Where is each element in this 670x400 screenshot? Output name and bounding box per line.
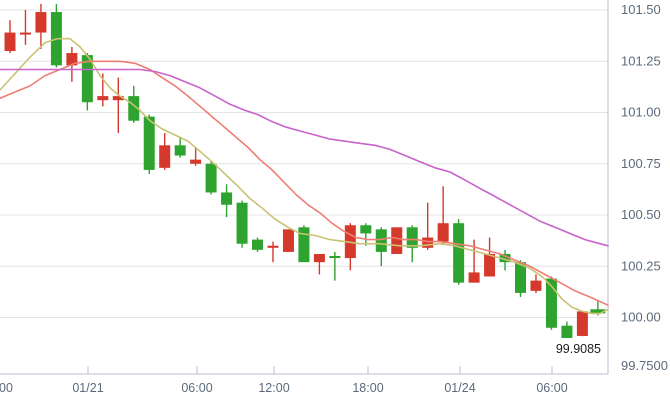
up-candle-body bbox=[19, 32, 31, 35]
y-axis-labels: 101.50 101.25 101.00 100.75 100.50 100.25 100.… bbox=[621, 2, 668, 373]
down-candle-body bbox=[236, 202, 248, 244]
up-candle-body bbox=[484, 253, 496, 277]
up-candle-body bbox=[437, 223, 449, 242]
down-candle-body bbox=[252, 239, 264, 250]
down-candle-body bbox=[375, 229, 387, 252]
y-axis-label: 99.7500 bbox=[621, 358, 668, 373]
up-candle-body bbox=[159, 145, 171, 168]
up-candle-body bbox=[468, 272, 480, 283]
up-candle-body bbox=[4, 32, 16, 51]
y-axis-label: 100.25 bbox=[621, 258, 661, 273]
axes bbox=[0, 0, 609, 375]
down-candle-body bbox=[174, 145, 186, 156]
ma-lines bbox=[0, 37, 609, 315]
down-candle-body bbox=[406, 227, 418, 248]
x-tick-label: 06:00 bbox=[536, 381, 567, 395]
down-candle-body bbox=[590, 309, 606, 314]
up-candle-body bbox=[282, 229, 294, 252]
up-candle-body bbox=[391, 227, 403, 254]
down-candle-body bbox=[360, 225, 372, 234]
y-axis-label: 100.00 bbox=[621, 310, 661, 325]
down-candle-body bbox=[499, 253, 511, 263]
down-candle-body bbox=[128, 96, 140, 121]
up-candle-body bbox=[66, 53, 78, 66]
up-candle-body bbox=[267, 245, 279, 248]
down-candle-body bbox=[205, 163, 217, 193]
x-tick-label: 01/21 bbox=[72, 381, 103, 395]
y-axis-label: 101.50 bbox=[621, 2, 661, 17]
annotations: 99.9085 bbox=[556, 342, 601, 356]
x-tick-label: 18:00 bbox=[352, 381, 383, 395]
up-candle-body bbox=[35, 12, 47, 33]
y-axis-label: 101.00 bbox=[621, 105, 661, 120]
up-candle-body bbox=[576, 311, 588, 336]
down-candle-body bbox=[329, 256, 341, 259]
down-candle-body bbox=[143, 116, 155, 170]
x-tick-label: 12:00 bbox=[258, 381, 289, 395]
lowest-price-label: 99.9085 bbox=[556, 342, 601, 356]
up-candle-body bbox=[97, 96, 109, 101]
ma-slow-line bbox=[0, 68, 609, 247]
up-candle-body bbox=[422, 237, 434, 248]
down-candle-body bbox=[298, 227, 310, 263]
up-candle-body bbox=[112, 96, 124, 101]
candles bbox=[4, 3, 606, 338]
up-candle-body bbox=[190, 159, 202, 164]
up-candle-body bbox=[530, 280, 542, 291]
y-axis-label: 100.50 bbox=[621, 207, 661, 222]
down-candle-body bbox=[515, 262, 527, 293]
down-candle-body bbox=[453, 223, 465, 283]
y-axis-label: 101.25 bbox=[621, 53, 661, 68]
x-axis: 00 01/21 06:00 12:00 18:00 01/24 06:00 bbox=[0, 366, 568, 395]
ma-fast-line bbox=[0, 37, 609, 315]
down-candle-body bbox=[561, 325, 573, 338]
x-tick-label: 00 bbox=[0, 381, 13, 395]
ma-mid-line bbox=[0, 60, 609, 307]
x-tick-label: 01/24 bbox=[444, 381, 475, 395]
down-candle-body bbox=[81, 55, 93, 103]
down-candle-body bbox=[545, 278, 557, 328]
down-candle-body bbox=[221, 192, 233, 205]
up-candle-body bbox=[313, 253, 325, 263]
y-axis-label: 100.75 bbox=[621, 156, 661, 171]
x-tick-label: 06:00 bbox=[181, 381, 212, 395]
